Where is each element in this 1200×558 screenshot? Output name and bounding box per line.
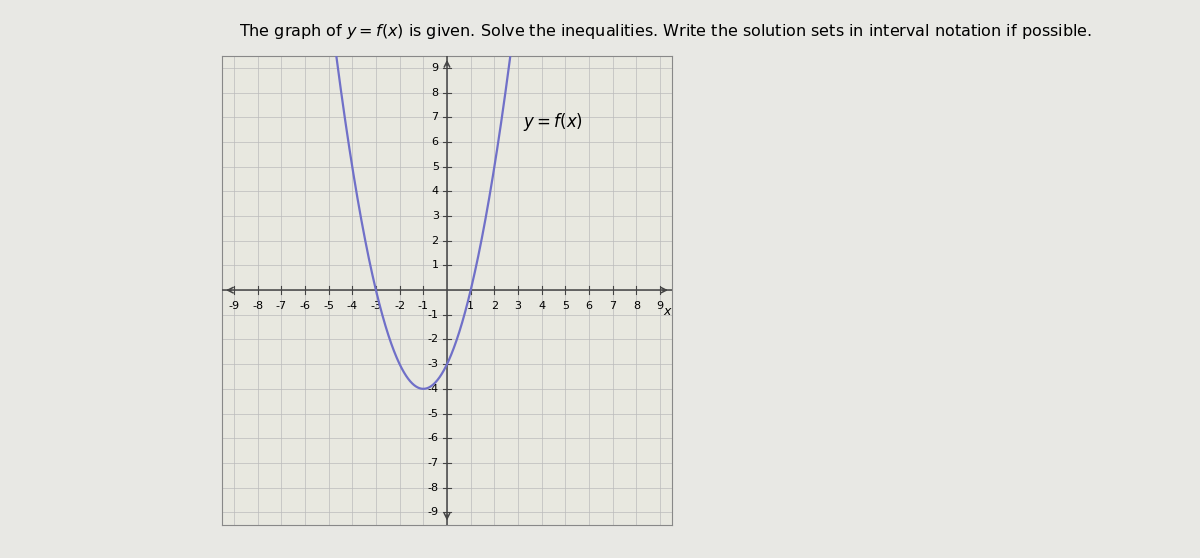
Text: -4: -4: [427, 384, 439, 394]
Text: 4: 4: [432, 186, 439, 196]
Text: -3: -3: [371, 301, 382, 311]
Text: 7: 7: [610, 301, 617, 311]
Text: 8: 8: [632, 301, 640, 311]
Text: 8: 8: [432, 88, 439, 98]
Text: -7: -7: [276, 301, 287, 311]
Text: -5: -5: [427, 408, 439, 418]
Text: -8: -8: [252, 301, 263, 311]
Text: -8: -8: [427, 483, 439, 493]
Text: 5: 5: [562, 301, 569, 311]
Text: 6: 6: [432, 137, 439, 147]
Text: -4: -4: [347, 301, 358, 311]
Text: 6: 6: [586, 301, 593, 311]
Text: 5: 5: [432, 162, 439, 172]
Text: -6: -6: [427, 433, 439, 443]
Text: $y = f(x)$: $y = f(x)$: [523, 112, 583, 133]
Text: 7: 7: [432, 113, 439, 122]
Text: 1: 1: [432, 261, 439, 271]
Text: -6: -6: [299, 301, 311, 311]
Text: -2: -2: [394, 301, 406, 311]
Text: -3: -3: [427, 359, 439, 369]
Text: -5: -5: [323, 301, 334, 311]
Text: 9: 9: [432, 63, 439, 73]
Text: 3: 3: [515, 301, 522, 311]
Text: 2: 2: [491, 301, 498, 311]
Text: -9: -9: [228, 301, 240, 311]
Text: 2: 2: [432, 236, 439, 246]
Text: x: x: [664, 305, 671, 318]
Text: 1: 1: [467, 301, 474, 311]
Text: -1: -1: [427, 310, 439, 320]
Text: -2: -2: [427, 334, 439, 344]
Text: The graph of $y=f(x)$ is given. Solve the inequalities. Write the solution sets : The graph of $y=f(x)$ is given. Solve th…: [240, 22, 1092, 41]
Text: -7: -7: [427, 458, 439, 468]
Text: -1: -1: [418, 301, 428, 311]
Text: 9: 9: [656, 301, 664, 311]
Text: 3: 3: [432, 211, 439, 221]
Text: -9: -9: [427, 507, 439, 517]
Text: 4: 4: [538, 301, 545, 311]
